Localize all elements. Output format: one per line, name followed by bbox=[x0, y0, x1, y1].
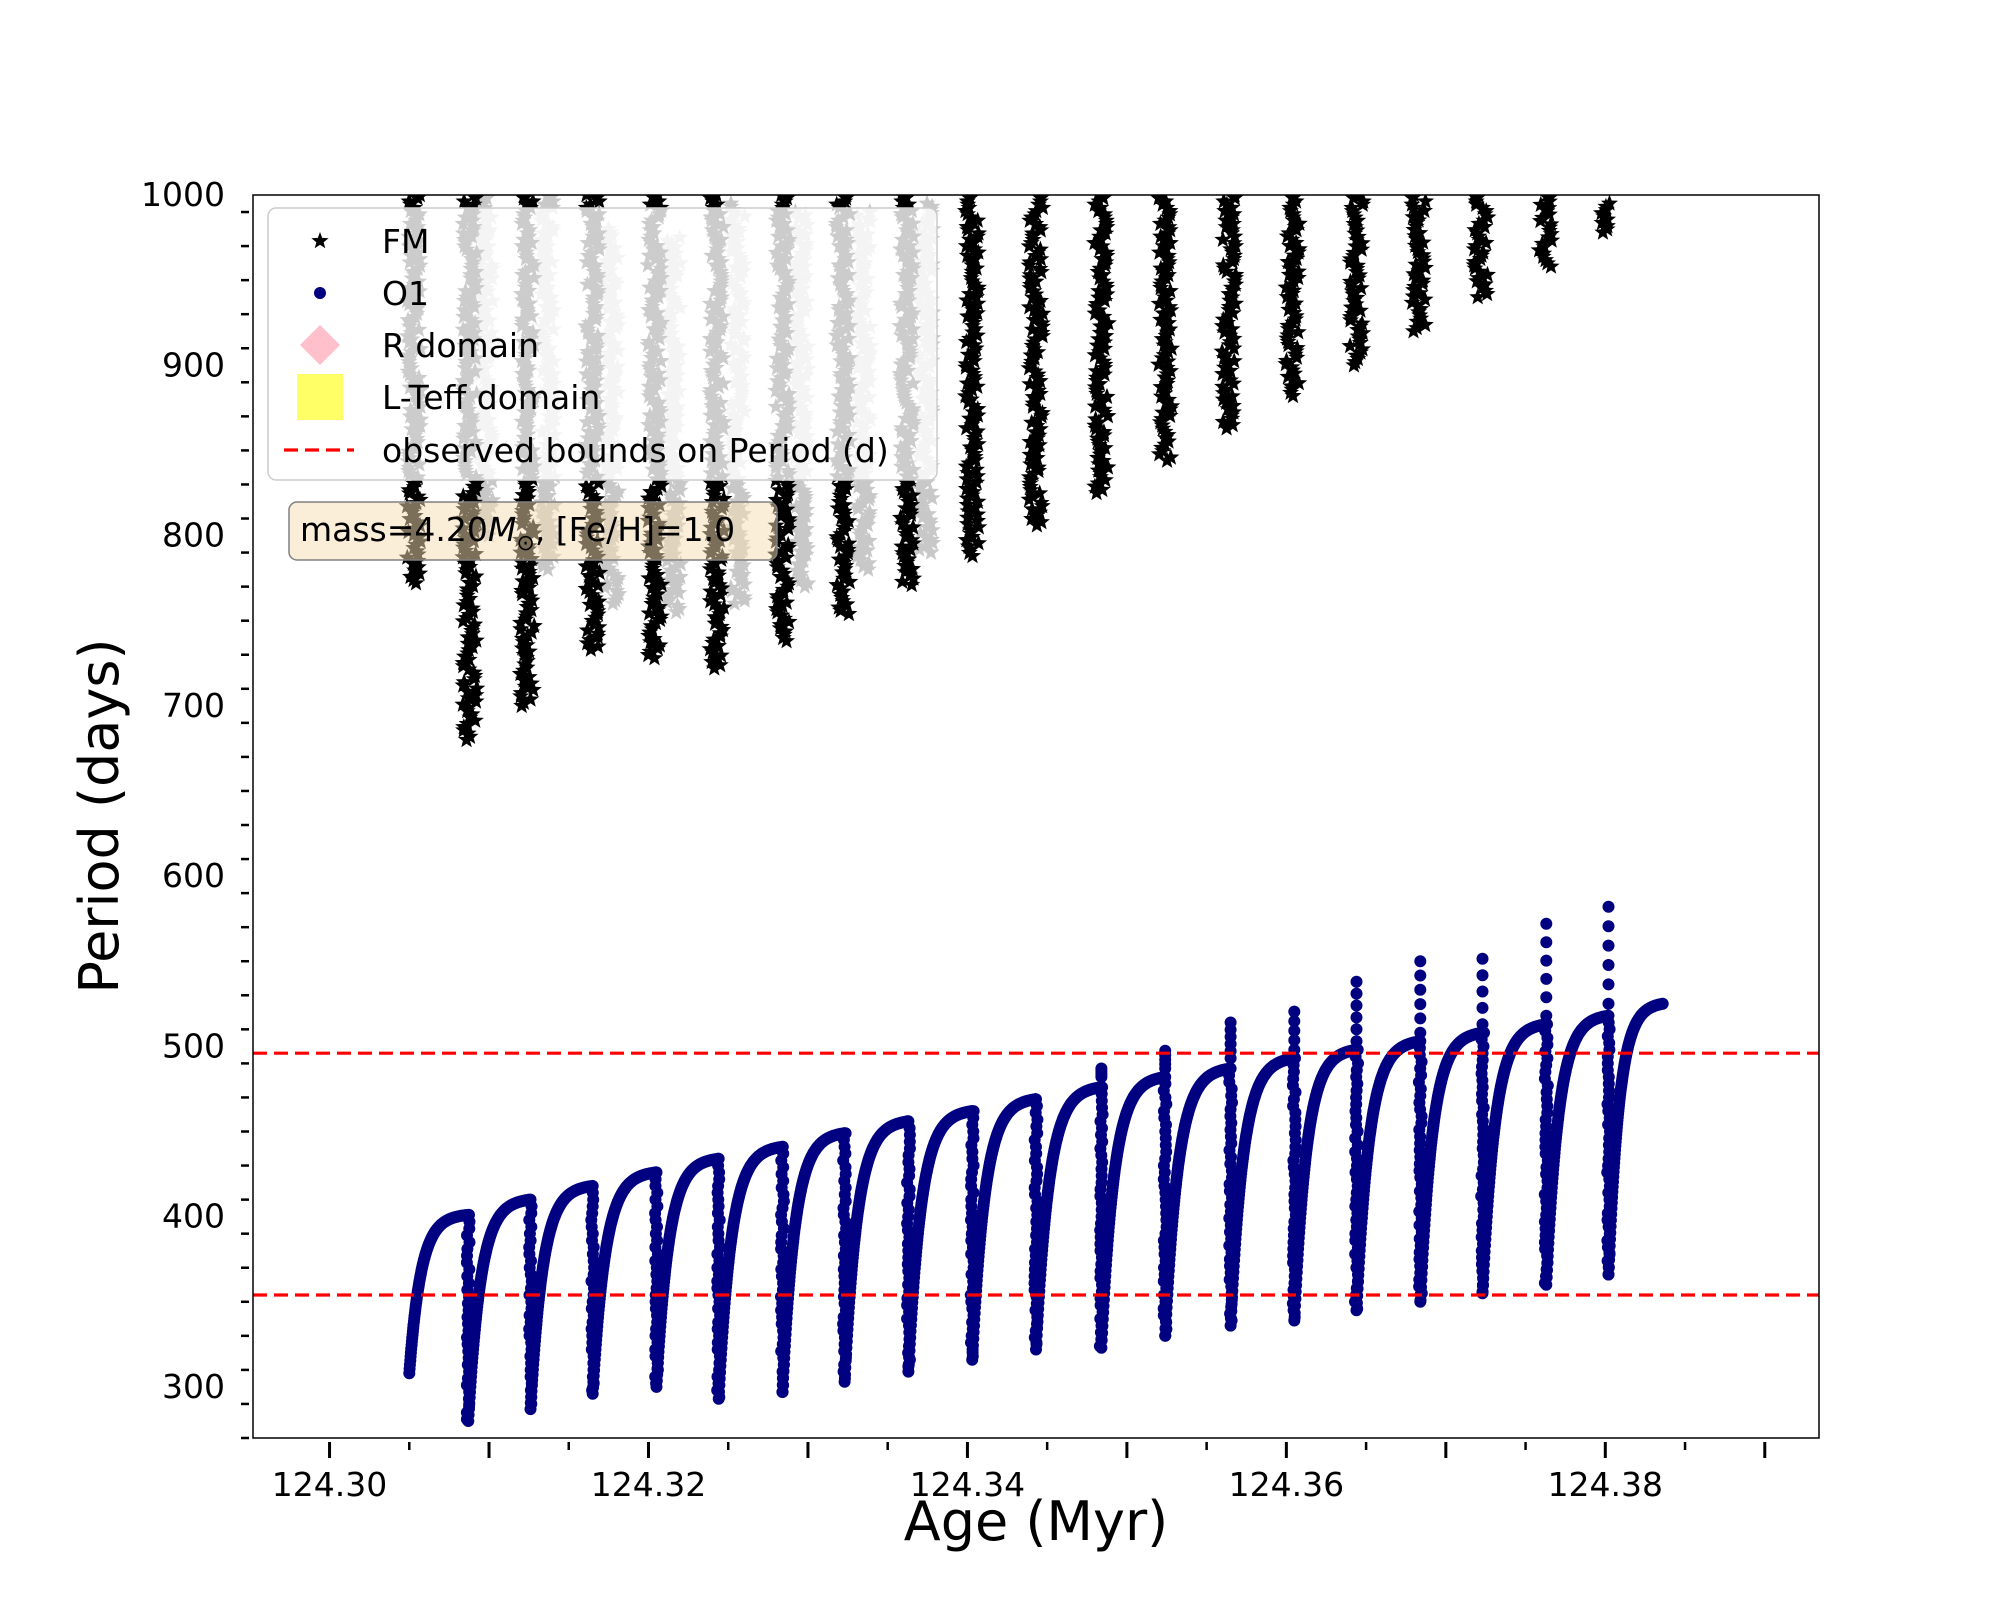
o1-cycle bbox=[1602, 900, 1669, 1281]
o1-dot-mark bbox=[650, 1152, 727, 1404]
x-axis: 124.30 124.32 124.34 124.36 124.38 bbox=[272, 1442, 1767, 1504]
legend-label: observed bounds on Period (d) bbox=[382, 431, 889, 470]
fm-column bbox=[1530, 195, 1561, 274]
o1-cycle bbox=[776, 1127, 853, 1398]
x-tick-label: 124.30 bbox=[272, 1465, 387, 1504]
o1-dot-mark bbox=[1095, 1062, 1173, 1354]
y-tick-label: 800 bbox=[162, 516, 225, 555]
o1-cycle bbox=[586, 1166, 664, 1400]
plot-frame bbox=[252, 194, 1820, 1439]
legend-item: R domain bbox=[300, 325, 539, 365]
fm-star-mark bbox=[1465, 195, 1497, 305]
legend-star-icon bbox=[311, 232, 329, 249]
legend-circle-icon bbox=[314, 287, 326, 299]
y-axis: 300 400 500 600 700 800 900 1000 bbox=[141, 175, 249, 1440]
o1-cycle bbox=[1030, 1081, 1109, 1356]
legend-item: FM bbox=[311, 222, 429, 261]
fm-star-mark bbox=[1530, 195, 1561, 274]
o1-cycle bbox=[524, 1180, 601, 1416]
fm-column bbox=[1592, 195, 1618, 240]
o1-dot-mark bbox=[1602, 900, 1669, 1281]
legend: FM O1 R domain L-Teff domain observed bounds… bbox=[267, 207, 938, 481]
fm-column bbox=[1277, 195, 1308, 404]
legend-item: L-Teff domain bbox=[297, 374, 600, 420]
fm-star-mark bbox=[1085, 195, 1117, 501]
o1-dot-mark bbox=[524, 1180, 601, 1416]
legend-label: FM bbox=[382, 222, 429, 261]
annotation-text: mass=4.20M⊙, [Fe/H]=1.0 bbox=[300, 510, 735, 556]
x-tick-label: 124.38 bbox=[1548, 1465, 1663, 1504]
fm-column bbox=[1150, 195, 1181, 468]
legend-label: R domain bbox=[382, 326, 539, 365]
o1-dot-mark bbox=[838, 1115, 916, 1388]
o1-cycle bbox=[838, 1115, 916, 1388]
x-tick-label: 124.34 bbox=[910, 1465, 1025, 1504]
fm-star-mark bbox=[1150, 195, 1181, 468]
o1-cycle bbox=[650, 1152, 727, 1404]
legend-label: O1 bbox=[382, 274, 429, 313]
y-tick-label: 500 bbox=[162, 1026, 225, 1065]
o1-cycle bbox=[462, 1193, 538, 1427]
fm-star-mark bbox=[1020, 195, 1052, 533]
fm-column bbox=[1213, 195, 1245, 436]
annotation-frame bbox=[288, 501, 778, 561]
observed-bounds bbox=[253, 1051, 1819, 1297]
y-tick-label: 1000 bbox=[141, 175, 225, 214]
legend-label: L-Teff domain bbox=[382, 378, 600, 417]
o1-dot-mark bbox=[712, 1140, 790, 1405]
o1-cycle bbox=[966, 1093, 1044, 1366]
o1-dot-mark bbox=[1030, 1081, 1109, 1356]
x-tick-label: 124.32 bbox=[591, 1465, 706, 1504]
annotation-box: mass=4.20M⊙, [Fe/H]=1.0 bbox=[288, 501, 778, 561]
o1-dot-mark bbox=[776, 1127, 853, 1398]
legend-frame bbox=[267, 207, 938, 481]
o1-cycle bbox=[712, 1140, 790, 1405]
fm-column bbox=[956, 195, 988, 564]
legend-square-icon bbox=[297, 374, 343, 420]
o1-cycle bbox=[902, 1105, 980, 1378]
fm-star-mark bbox=[956, 195, 988, 564]
y-tick-label: 900 bbox=[162, 345, 225, 384]
legend-item: O1 bbox=[314, 274, 429, 313]
fm-column bbox=[1020, 195, 1052, 533]
fm-star-mark bbox=[1403, 195, 1435, 339]
fm-column bbox=[1341, 195, 1372, 373]
legend-diamond-icon bbox=[300, 325, 340, 365]
y-tick-label: 700 bbox=[162, 686, 225, 725]
fm-column bbox=[1465, 195, 1497, 305]
y-tick-label: 400 bbox=[162, 1197, 225, 1236]
o1-series bbox=[403, 900, 1669, 1427]
o1-dot-mark bbox=[403, 1208, 476, 1426]
fm-star-mark bbox=[1341, 195, 1372, 373]
fm-star-mark bbox=[1277, 195, 1308, 404]
fm-star-mark bbox=[1592, 195, 1618, 240]
o1-dot-mark bbox=[966, 1093, 1044, 1366]
x-tick-label: 124.36 bbox=[1229, 1465, 1344, 1504]
y-axis-title: Period (days) bbox=[68, 638, 131, 993]
y-tick-label: 300 bbox=[162, 1367, 225, 1406]
o1-dot-mark bbox=[902, 1105, 980, 1378]
fm-star-mark bbox=[1213, 195, 1245, 436]
o1-cycle bbox=[1095, 1062, 1173, 1354]
legend-item: observed bounds on Period (d) bbox=[284, 431, 889, 470]
fm-column bbox=[1085, 195, 1117, 501]
fm-column bbox=[1403, 195, 1435, 339]
y-tick-label: 600 bbox=[162, 856, 225, 895]
x-axis-title: Age (Myr) bbox=[904, 1490, 1169, 1553]
o1-dot-mark bbox=[586, 1166, 664, 1400]
o1-dot-mark bbox=[462, 1193, 538, 1427]
o1-cycle bbox=[403, 1208, 476, 1426]
